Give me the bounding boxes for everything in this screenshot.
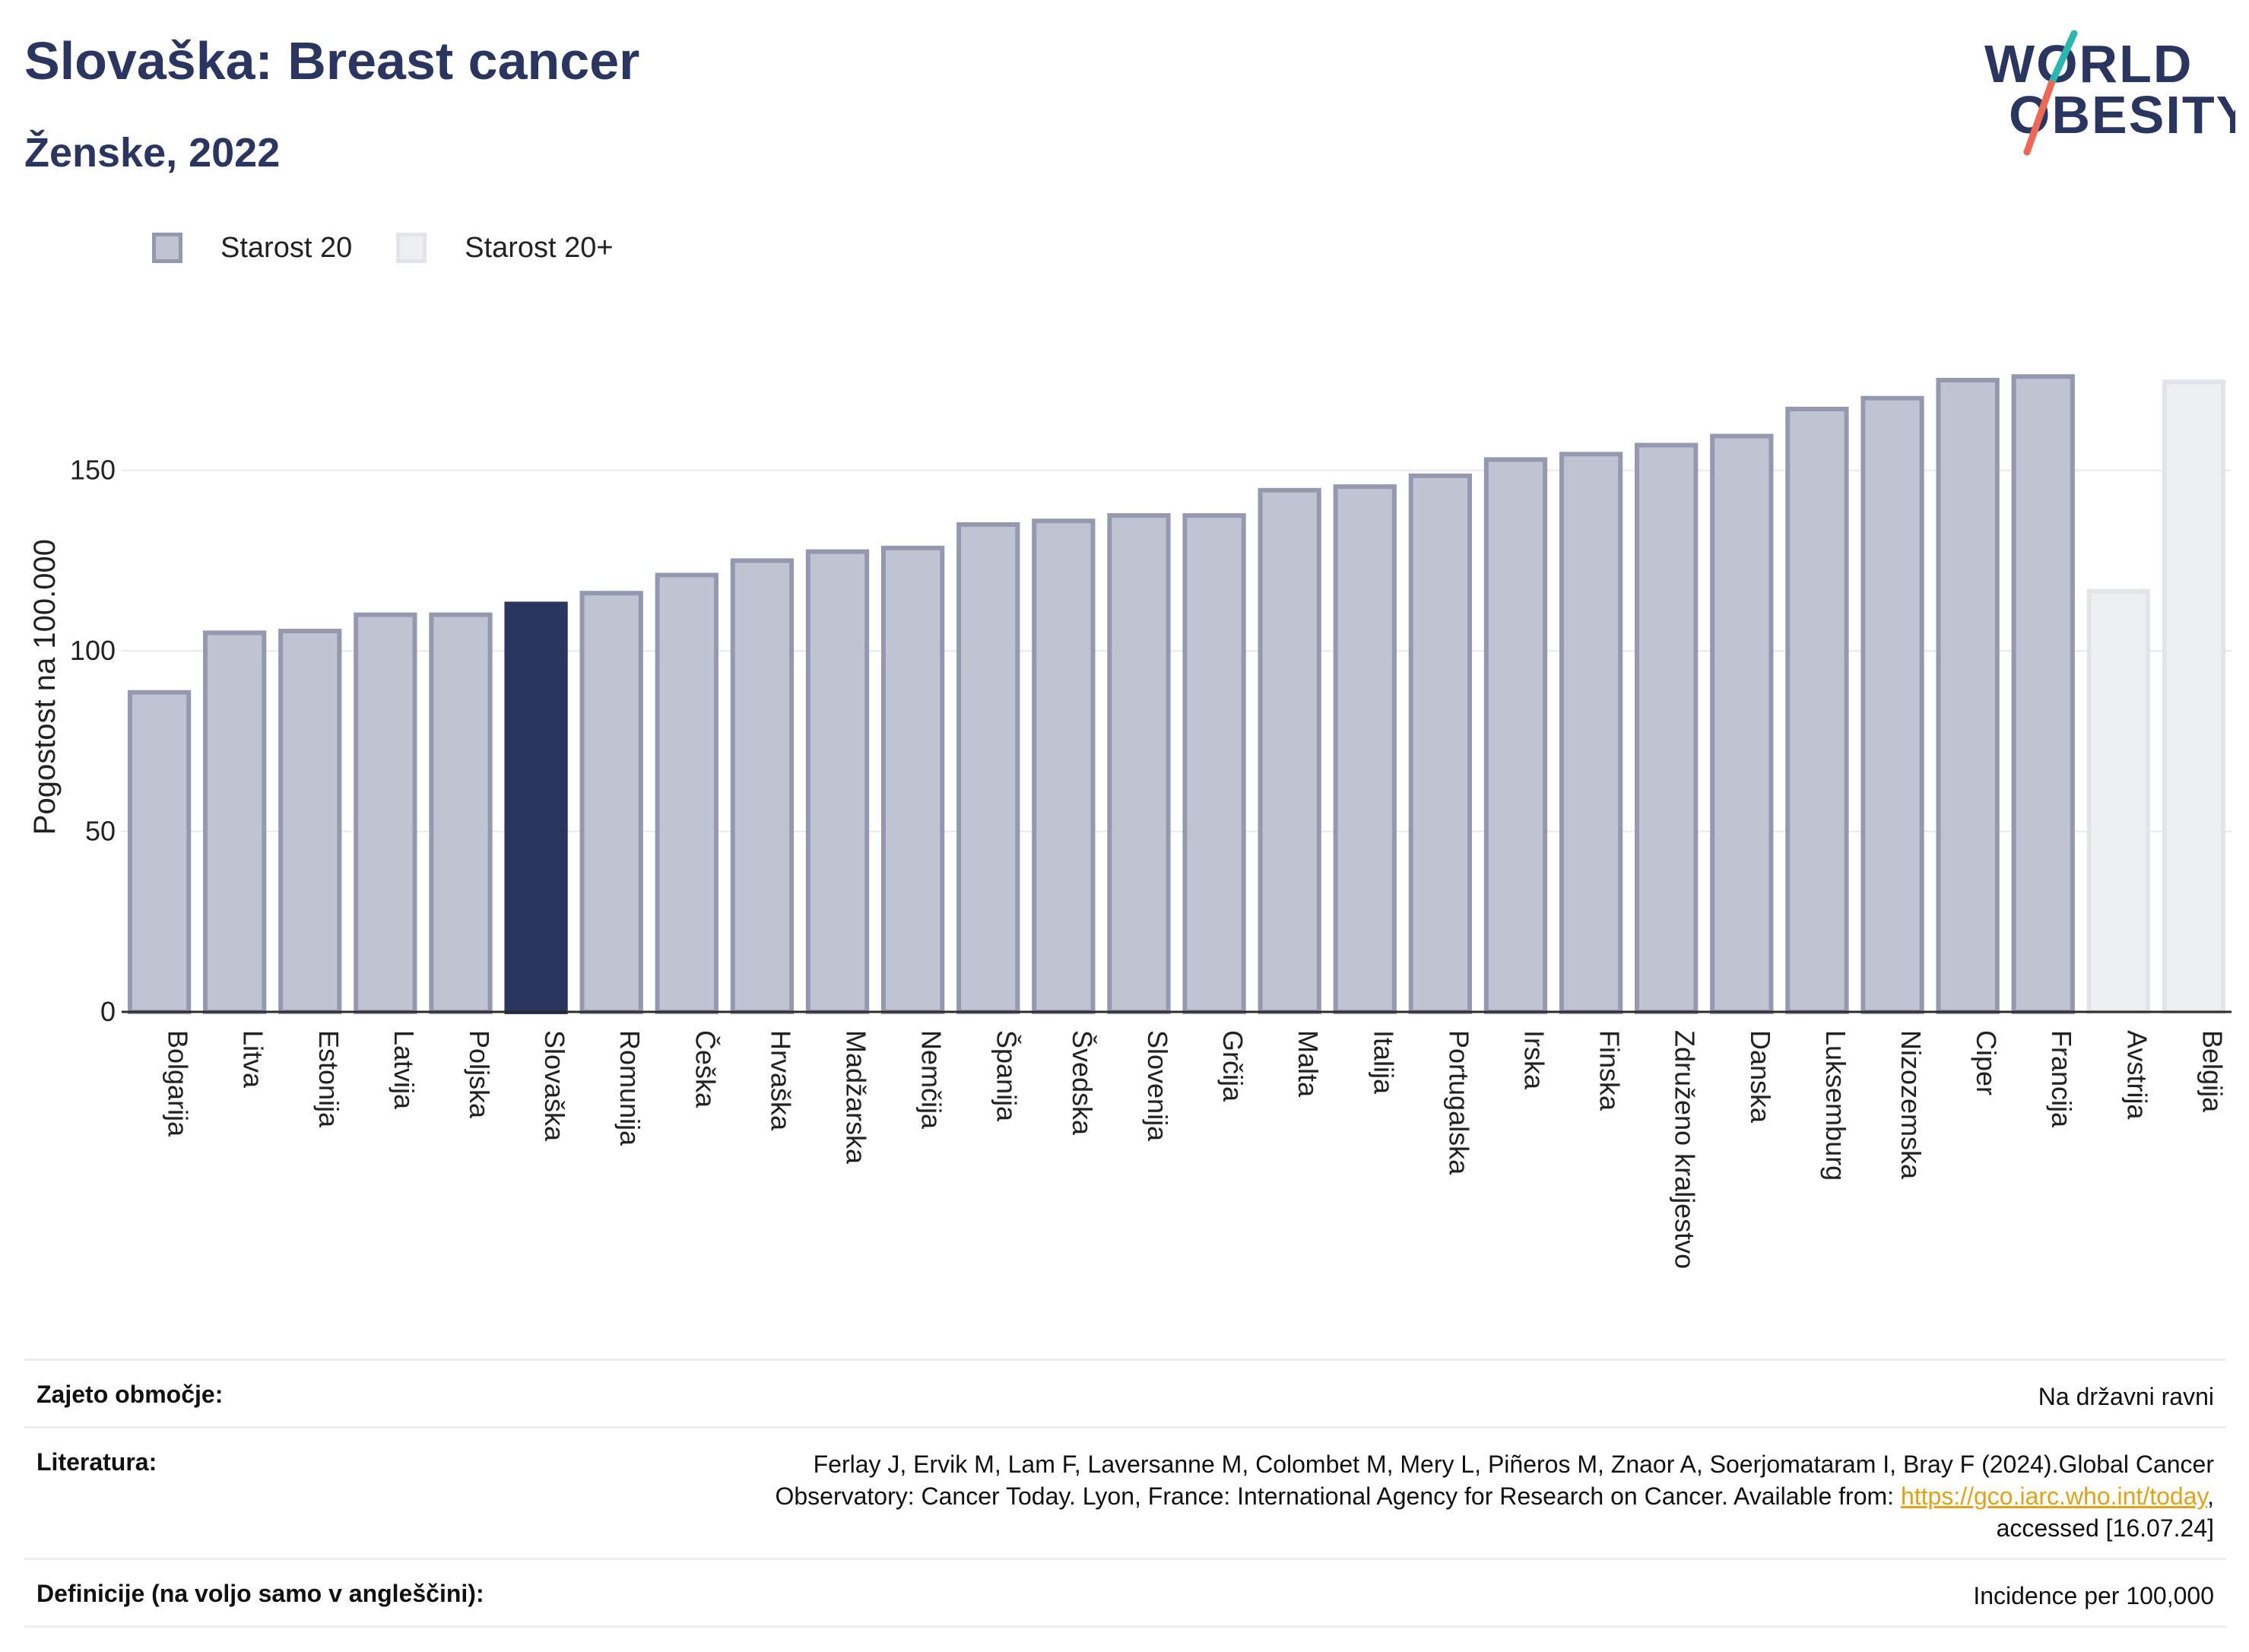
bar-3[interactable] [354,612,417,1014]
x-tick-label: Slovaška [539,1030,570,1142]
x-tick-label: Španija [991,1030,1023,1122]
y-tick-label: 150 [70,455,116,486]
bar-26[interactable] [2086,588,2150,1014]
bar-18[interactable] [1483,457,1548,1014]
legend-item-age20[interactable]: Starost 20 [152,232,352,265]
legend-item-age20plus[interactable]: Starost 20+ [396,231,614,265]
x-tick-label: Belgija [2197,1030,2228,1113]
bar-9[interactable] [805,549,870,1014]
y-tick-label: 100 [70,635,116,666]
bar-25[interactable] [2011,374,2075,1015]
bar-7[interactable] [655,572,718,1014]
x-tick-label: Nizozemska [1895,1030,1927,1180]
y-axis-label: Pogostost na 100.000 [28,539,62,835]
bar-16[interactable] [1333,484,1397,1014]
bars [127,374,2226,1015]
legend-label-age20plus: Starost 20+ [465,231,614,264]
literature-text-1: Ferlay J, Ervik M, Lam F, Laversanne M, … [813,1451,2214,1478]
legend-swatch-age20plus [396,233,427,263]
x-tick-label: Romunija [614,1030,646,1146]
bar-8[interactable] [730,558,795,1014]
definitions-label: Definicije (na voljo samo v angleščini): [36,1580,484,1607]
bar-23[interactable] [1860,395,1924,1014]
bar-13[interactable] [1107,513,1171,1015]
x-tick-label: Madžarska [841,1030,872,1165]
literature-text-4: accessed [16.07.24] [1996,1514,2214,1542]
bar-20[interactable] [1635,442,1699,1014]
y-axis: 0 50 100 150 [70,455,116,1027]
x-tick-label: Italija [1368,1030,1399,1095]
y-tick-label: 50 [85,816,116,847]
x-tick-label: Irska [1518,1030,1550,1090]
x-tick-label: Avstrija [2121,1030,2152,1120]
literature-label: Literatura: [36,1448,157,1476]
bar-5[interactable] [504,601,568,1014]
x-tick-label: Bolgarija [163,1030,194,1137]
bar-chart: 0 50 100 150 Bolgarija Litva Estonija Latvija P… [28,374,2232,1269]
x-tick-label: Grčija [1217,1030,1248,1102]
x-tick-label: Danska [1745,1030,1776,1124]
bar-22[interactable] [1785,406,1849,1014]
logo-slash-teal [2048,30,2078,87]
x-tick-label: Poljska [464,1030,495,1119]
footer-row-literature: Literatura: Ferlay J, Ervik M, Lam F, La… [24,1426,2226,1558]
x-tick-label: Češka [690,1030,721,1108]
bar-11[interactable] [956,522,1020,1014]
y-tick-label: 0 [100,996,116,1027]
legend-swatch-age20 [152,233,182,263]
footer-row-coverage: Zajeto območje: Na državni ravni [24,1359,2226,1426]
bar-14[interactable] [1182,513,1246,1015]
x-tick-label: Malta [1293,1030,1324,1098]
bar-21[interactable] [1710,433,1774,1015]
bar-6[interactable] [579,591,643,1014]
x-tick-label: Združeno kraljestvo [1670,1030,1701,1269]
bar-1[interactable] [203,630,267,1014]
bar-4[interactable] [429,612,493,1014]
x-tick-label: Hrvaška [765,1030,796,1131]
x-tick-label: Portugalska [1443,1030,1474,1175]
world-obesity-logo: WORLD OBESITY [1984,30,2235,156]
page-subtitle: Ženske, 2022 [24,130,281,176]
coverage-value: Na državni ravni [2038,1383,2214,1410]
chart-legend: Starost 20 Starost 20+ [152,228,658,268]
x-axis: Bolgarija Litva Estonija Latvija Poljska Slov… [122,1010,2232,1269]
logo-line-1: WORLD [1984,34,2193,94]
literature-text-2: Observatory: Cancer Today. Lyon, France:… [775,1482,1901,1510]
x-tick-label: Francija [2046,1030,2077,1128]
page-title: Slovaška: Breast cancer [24,31,640,90]
logo-slash-coral [2023,80,2055,156]
bar-27[interactable] [2162,379,2226,1015]
bar-0[interactable] [127,690,192,1014]
bar-15[interactable] [1258,487,1321,1014]
literature-value: Ferlay J, Ervik M, Lam F, Laversanne M, … [775,1448,2214,1544]
x-tick-label: Litva [238,1030,269,1089]
x-tick-label: Slovenija [1142,1030,1173,1142]
definitions-value: Incidence per 100,000 [1973,1582,2214,1609]
legend-label-age20: Starost 20 [220,231,353,264]
x-tick-label: Švedska [1067,1030,1098,1136]
x-tick-label: Nemčija [916,1030,947,1130]
x-tick-label: Luksemburg [1820,1030,1851,1181]
bar-17[interactable] [1408,473,1473,1014]
x-tick-label: Estonija [313,1030,344,1128]
bar-12[interactable] [1032,518,1096,1014]
x-tick-label: Latvija [389,1030,420,1110]
bar-24[interactable] [1936,378,2000,1014]
literature-link[interactable]: https://gco.iarc.who.int/today [1900,1482,2208,1510]
x-tick-label: Finska [1594,1030,1626,1111]
literature-text-3: , [2207,1482,2214,1510]
info-footer: Zajeto območje: Na državni ravni Literat… [24,1359,2226,1628]
bar-2[interactable] [278,629,342,1014]
footer-row-definitions: Definicije (na voljo samo v angleščini):… [24,1558,2226,1628]
x-tick-label: Ciper [1971,1030,2002,1096]
coverage-label: Zajeto območje: [36,1381,224,1408]
bar-10[interactable] [880,545,945,1014]
bar-19[interactable] [1559,452,1623,1015]
